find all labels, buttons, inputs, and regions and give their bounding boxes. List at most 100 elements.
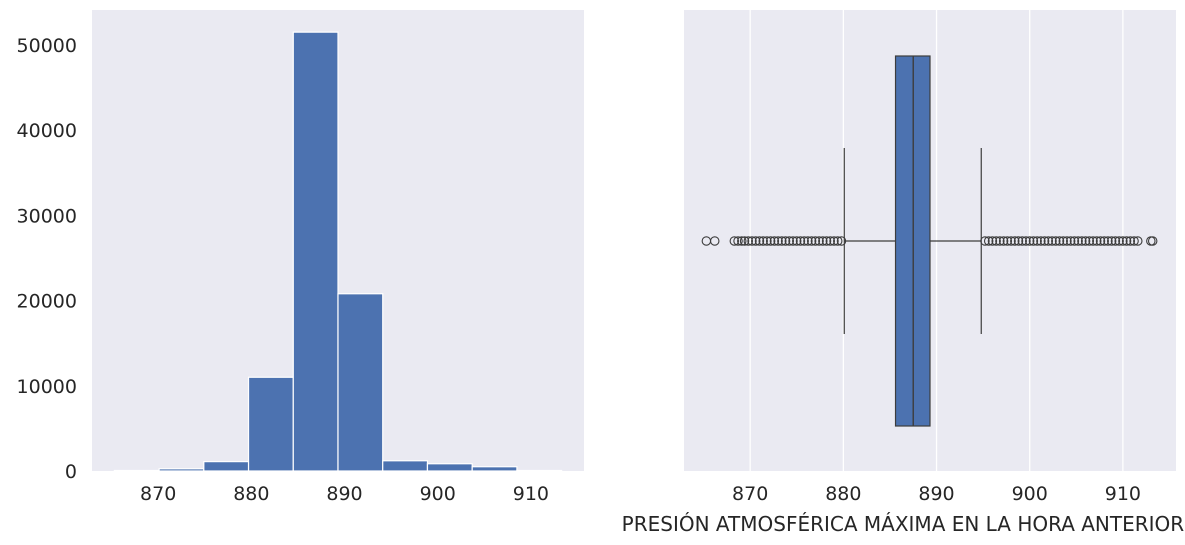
boxplot-outlier-low-31 — [836, 236, 847, 246]
boxplot-outlier-high-31 — [1095, 236, 1106, 246]
boxplot-outlier-high-7 — [1006, 236, 1016, 246]
boxplot-outlier-high-35 — [1110, 236, 1121, 246]
boxplot-outlier-high-36 — [1114, 236, 1124, 246]
histogram-ytick-label: 50000 — [17, 35, 77, 57]
boxplot-outlier-low-29 — [829, 236, 839, 246]
histogram-xtick-label: 890 — [326, 483, 362, 505]
histogram-ytick-label: 10000 — [17, 376, 77, 398]
boxplot-outlier-high-28 — [1084, 236, 1095, 246]
boxplot-outlier-low-9 — [754, 236, 765, 246]
boxplot-outlier-high-11 — [1021, 236, 1031, 246]
boxplot-outlier-low-14 — [773, 236, 783, 246]
histogram-xtick-label: 870 — [140, 483, 176, 505]
boxplot-outlier-high-38 — [1121, 236, 1132, 246]
boxplot-outlier-low-21 — [799, 236, 809, 246]
boxplot-outlier-low-27 — [821, 236, 832, 246]
histogram-bar-3 — [247, 376, 294, 472]
boxplot-outlier-high-33 — [1103, 236, 1113, 246]
boxplot-outlier-high-19 — [1051, 236, 1061, 246]
histogram-ytick-label: 40000 — [17, 120, 77, 142]
boxplot-outlier-high-43 — [1147, 236, 1158, 246]
boxplot-outlier-low-10 — [758, 236, 768, 246]
boxplot-outlier-high-0 — [980, 236, 990, 246]
boxplot-outlier-high-14 — [1032, 236, 1042, 246]
boxplot-outlier-high-37 — [1118, 236, 1128, 246]
boxplot-outlier-high-18 — [1047, 236, 1057, 246]
boxplot-outlier-high-32 — [1099, 236, 1110, 246]
boxplot-outlier-low-2 — [729, 236, 740, 246]
boxplot-outlier-high-8 — [1010, 236, 1020, 246]
histogram-bar-2 — [203, 461, 250, 472]
boxplot-outlier-high-20 — [1054, 236, 1065, 246]
boxplot-outlier-low-16 — [780, 236, 791, 246]
boxplot-outlier-low-28 — [825, 236, 836, 246]
boxplot-outlier-high-25 — [1073, 236, 1083, 246]
boxplot-outlier-high-17 — [1043, 236, 1054, 246]
boxplot-outlier-high-26 — [1077, 236, 1087, 246]
histogram-bar-1 — [158, 468, 205, 472]
histogram-ytick-label: 20000 — [17, 291, 77, 313]
boxplot-outlier-high-9 — [1013, 236, 1024, 246]
boxplot-outlier-high-40 — [1129, 236, 1139, 246]
boxplot-outlier-high-41 — [1133, 236, 1143, 246]
boxplot-outlier-low-17 — [784, 236, 795, 246]
boxplot-outlier-low-7 — [747, 236, 757, 246]
boxplot-xtick-label: 910 — [1105, 483, 1141, 505]
boxplot-outlier-high-2 — [987, 236, 998, 246]
histogram-bar-7 — [426, 463, 473, 472]
boxplot-outlier-high-1 — [983, 236, 994, 246]
boxplot-outlier-low-1 — [709, 236, 720, 246]
boxplot-outlier-low-30 — [832, 236, 843, 246]
boxplot-outlier-high-10 — [1017, 236, 1027, 246]
histogram-ytick-label: 30000 — [17, 205, 77, 227]
boxplot-outlier-low-13 — [769, 236, 780, 246]
boxplot-outlier-low-11 — [762, 236, 772, 246]
histogram-xtick-label: 900 — [420, 483, 456, 505]
histogram-bar-6 — [382, 460, 429, 472]
boxplot-outlier-high-13 — [1028, 236, 1039, 246]
histogram-bar-4 — [292, 31, 339, 472]
boxplot-outlier-low-19 — [791, 236, 802, 246]
boxplot-xtick-label: 900 — [1012, 483, 1048, 505]
boxplot-xtick-label: 890 — [918, 483, 954, 505]
boxplot-outlier-high-3 — [991, 236, 1001, 246]
boxplot-panel: 870 880 890 900 910 PRESIÓN ATMOSFÉRICA MÁXIM… — [622, 10, 1185, 536]
boxplot-outlier-high-30 — [1092, 236, 1102, 246]
boxplot-outlier-high-27 — [1080, 236, 1091, 246]
boxplot-outlier-high-24 — [1069, 236, 1080, 246]
boxplot-xaxis-label: PRESIÓN ATMOSFÉRICA MÁXIMA EN LA HORA AN… — [622, 512, 1185, 536]
boxplot-outlier-low-5 — [739, 236, 750, 246]
boxplot-outlier-high-23 — [1065, 236, 1076, 246]
boxplot-outlier-low-18 — [788, 236, 798, 246]
boxplot-outlier-high-6 — [1002, 236, 1013, 246]
histogram-bar-0 — [113, 469, 160, 472]
histogram-panel: 870 880 890 900 910 0 10000 20000 30000 40000 5000… — [17, 10, 584, 505]
boxplot-outlier-low-26 — [818, 236, 828, 246]
histogram-xtick-label: 910 — [513, 483, 549, 505]
boxplot-outlier-high-12 — [1024, 236, 1035, 246]
boxplot-outlier-low-23 — [806, 236, 817, 246]
boxplot-outlier-low-4 — [737, 236, 747, 246]
boxplot-outlier-low-25 — [814, 236, 824, 246]
boxplot-outlier-high-5 — [998, 236, 1009, 246]
boxplot-outlier-high-4 — [995, 236, 1005, 246]
histogram-bar-5 — [337, 293, 384, 472]
boxplot-outlier-low-8 — [750, 236, 761, 246]
boxplot-outlier-low-3 — [733, 236, 743, 246]
boxplot-outlier-low-15 — [777, 236, 787, 246]
boxplot-outlier-high-22 — [1062, 236, 1072, 246]
boxplot-outlier-high-39 — [1125, 236, 1136, 246]
boxplot-outlier-low-24 — [810, 236, 821, 246]
boxplot-xtick-label: 870 — [732, 483, 768, 505]
boxplot-outlier-high-29 — [1088, 236, 1098, 246]
boxplot-xtick-label: 880 — [825, 483, 861, 505]
histogram-ytick-label: 0 — [65, 461, 77, 483]
histogram-xtick-label: 880 — [233, 483, 269, 505]
boxplot-outlier-high-16 — [1039, 236, 1050, 246]
histogram-bar-8 — [471, 466, 518, 472]
boxplot-outlier-high-15 — [1036, 236, 1046, 246]
boxplot-outlier-low-20 — [795, 236, 806, 246]
boxplot-outlier-low-22 — [803, 236, 813, 246]
boxplot-outlier-high-34 — [1106, 236, 1117, 246]
